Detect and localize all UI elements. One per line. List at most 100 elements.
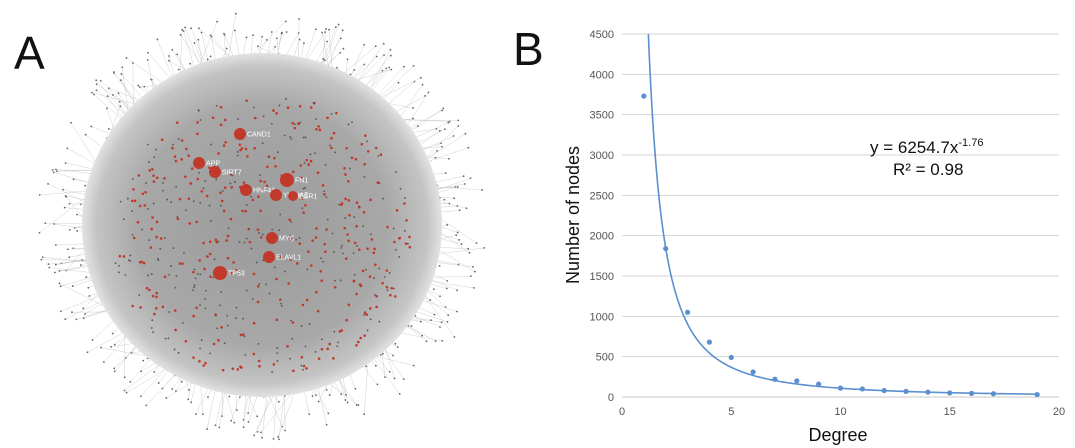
network-node: [306, 250, 310, 253]
network-node: [152, 202, 155, 205]
network-node: [119, 200, 122, 203]
network-node: [210, 143, 212, 146]
network-node: [131, 233, 134, 236]
network-peripheral-node: [223, 32, 225, 35]
network-node: [208, 252, 212, 256]
network-peripheral-node: [274, 45, 276, 48]
network-node: [241, 209, 244, 213]
network-node: [175, 186, 178, 188]
network-node: [300, 364, 303, 367]
network-node: [358, 283, 362, 286]
network-peripheral-node: [242, 426, 245, 429]
network-node: [235, 317, 238, 320]
network-peripheral-node: [146, 58, 149, 61]
network-node: [296, 262, 299, 265]
network-peripheral-node: [179, 34, 182, 36]
network-peripheral-node: [439, 326, 441, 328]
network-node: [153, 312, 156, 316]
network-node: [265, 184, 269, 188]
network-node: [355, 292, 358, 296]
network-node: [298, 104, 302, 108]
network-peripheral-node: [252, 34, 255, 36]
network-node: [403, 202, 406, 205]
x-tick-label: 5: [728, 406, 734, 418]
network-peripheral-node: [403, 65, 405, 68]
network-node: [325, 228, 328, 231]
network-node: [315, 290, 318, 294]
network-peripheral-node: [142, 359, 145, 362]
hub-node-fn1: [280, 173, 294, 187]
network-node: [237, 118, 239, 120]
network-node: [150, 327, 153, 329]
network-node: [280, 305, 283, 307]
network-peripheral-node: [123, 376, 126, 379]
network-node: [227, 227, 230, 230]
network-peripheral-node: [38, 193, 41, 196]
network-node: [152, 331, 154, 333]
network-node: [340, 203, 343, 206]
network-peripheral-node: [389, 48, 392, 51]
hub-node-esr1: [288, 191, 298, 201]
y-tick-label: 1500: [590, 271, 614, 283]
network-peripheral-node: [145, 404, 148, 407]
network-node: [344, 173, 347, 176]
network-peripheral-node: [339, 51, 342, 54]
network-node: [146, 208, 149, 210]
network-node: [206, 255, 209, 258]
network-peripheral-node: [253, 434, 255, 437]
network-peripheral-node: [339, 37, 342, 40]
network-node: [194, 277, 197, 280]
network-node: [336, 345, 339, 348]
network-peripheral-node: [277, 400, 280, 403]
network-node: [275, 318, 279, 322]
network-node: [142, 261, 146, 265]
network-node: [221, 190, 224, 192]
hub-node-cand1: [234, 128, 246, 140]
network-node: [173, 155, 177, 158]
data-point: [969, 390, 975, 396]
network-node: [393, 295, 397, 298]
data-point: [837, 385, 844, 391]
network-peripheral-node: [84, 184, 86, 187]
network-peripheral-node: [380, 354, 382, 356]
network-node: [219, 191, 222, 195]
network-node: [291, 121, 295, 125]
network-node: [299, 121, 301, 124]
network-node: [222, 144, 226, 147]
network-node: [352, 279, 356, 283]
network-peripheral-node: [434, 156, 437, 159]
network-node: [164, 337, 167, 340]
network-peripheral-node: [86, 351, 89, 354]
network-edge: [325, 52, 341, 66]
network-node: [398, 256, 401, 258]
network-node: [351, 121, 353, 124]
network-node: [151, 216, 154, 219]
hub-node-elavl1: [263, 251, 275, 263]
network-node: [261, 187, 265, 190]
hub-label-cand1: CAND1: [247, 132, 271, 139]
network-peripheral-node: [71, 285, 74, 287]
network-peripheral-node: [457, 263, 460, 266]
network-peripheral-node: [112, 71, 115, 73]
network-peripheral-node: [52, 171, 55, 174]
network-peripheral-node: [41, 256, 44, 259]
network-peripheral-node: [475, 242, 478, 245]
network-peripheral-node: [38, 231, 41, 234]
network-node: [324, 164, 327, 166]
data-point: [750, 369, 756, 375]
hub-node-ywhaz: [270, 189, 282, 201]
network-peripheral-node: [439, 295, 441, 298]
network-node: [197, 109, 200, 112]
network-node: [162, 189, 164, 192]
network-node: [242, 181, 246, 184]
network-node: [259, 179, 262, 183]
network-node: [183, 175, 187, 179]
network-peripheral-node: [396, 346, 399, 349]
network-node: [294, 123, 296, 126]
network-peripheral-node: [328, 28, 330, 31]
network-peripheral-node: [446, 279, 449, 282]
network-peripheral-node: [88, 295, 91, 297]
data-point: [816, 381, 822, 387]
network-node: [262, 259, 265, 262]
network-peripheral-node: [435, 127, 438, 130]
